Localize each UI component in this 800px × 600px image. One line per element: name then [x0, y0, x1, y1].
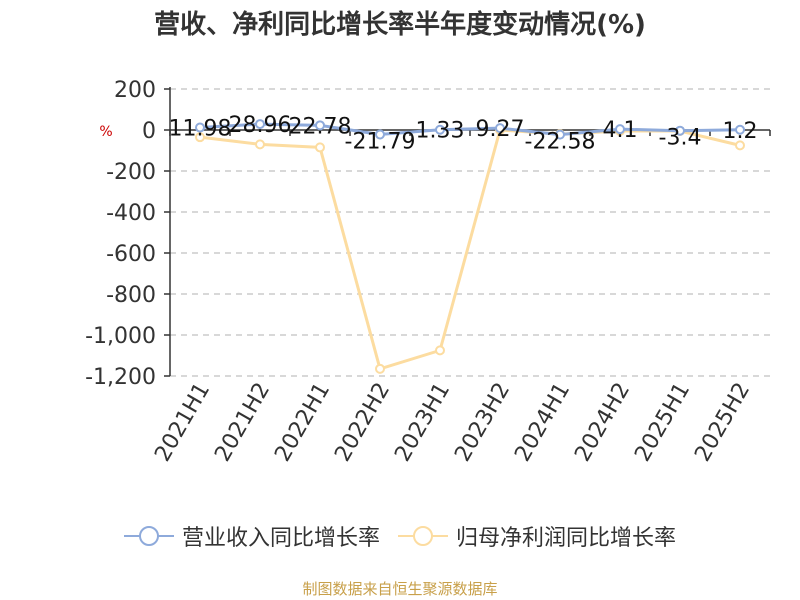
legend-net-profit-icon: [398, 526, 448, 546]
source-note: 制图数据来自恒生聚源数据库: [302, 580, 498, 598]
legend: 营业收入同比增长率 归母净利润同比增长率: [0, 518, 800, 554]
y-tick-label-0: 200: [114, 78, 156, 103]
data-label-5: 9.27: [476, 117, 525, 142]
x-tick-label-6: 2024H1: [510, 379, 575, 466]
series-line-1: [199, 128, 741, 371]
legend-revenue-label: 营业收入同比增长率: [181, 526, 380, 551]
series-1-point-2: [315, 142, 325, 153]
series-line-0: [199, 122, 741, 137]
y-tick-label-6: -1,000: [85, 324, 156, 349]
x-tick-label-5: 2023H2: [450, 379, 515, 466]
legend-revenue-icon: [123, 526, 174, 546]
data-label-7: 4.1: [603, 118, 638, 143]
y-axis-unit: %: [99, 124, 112, 140]
legend-net-profit-label: 归母净利润同比增长率: [456, 526, 677, 551]
data-label-2: 22.78: [289, 114, 352, 139]
data-label-3: -21.79: [345, 129, 416, 154]
x-tick-label-2: 2022H1: [270, 379, 335, 466]
data-label-8: -3.4: [659, 126, 702, 151]
series-0-point-4: [435, 124, 445, 135]
y-tick-label-1: 0: [142, 119, 156, 144]
series-1-point-1: [255, 139, 265, 150]
x-tick-label-8: 2025H1: [630, 379, 695, 466]
series-0-point-9: [735, 124, 745, 135]
series-0-point-5: [495, 123, 505, 134]
series-0-point-6: [555, 129, 565, 140]
series-0-point-8: [675, 125, 685, 136]
chart-title: 营收、净利同比增长率半年度变动情况(%): [154, 10, 646, 40]
y-tick-label-4: -600: [106, 242, 156, 267]
grid-lines: [170, 88, 770, 377]
legend-item-revenue[interactable]: 营业收入同比增长率: [123, 520, 380, 552]
x-tick-label-1: 2021H2: [210, 379, 275, 466]
y-tick-label-7: -1,200: [85, 365, 156, 390]
x-tick-label-4: 2023H1: [390, 379, 455, 466]
y-tick-label-5: -800: [106, 283, 156, 308]
series-0-point-2: [315, 120, 325, 131]
legend-revenue-marker: [138, 526, 159, 546]
y-tick-label-2: -200: [106, 160, 156, 185]
data-label-6: -22.58: [525, 130, 596, 155]
x-tick-label-3: 2022H2: [330, 379, 395, 466]
series-lines: [195, 119, 745, 374]
series-1-point-0: [195, 132, 205, 143]
data-label-4: 1.33: [416, 119, 465, 144]
data-label-0: 11.98: [169, 117, 232, 142]
series-1-point-9: [735, 140, 745, 151]
data-label-9: 1.2: [723, 119, 758, 144]
series-0-point-1: [255, 119, 265, 130]
series-0-point-0: [195, 122, 205, 133]
series-0-point-7: [615, 124, 625, 135]
x-tick-label-0: 2021H1: [150, 379, 215, 466]
legend-item-net-profit[interactable]: 归母净利润同比增长率: [398, 520, 676, 552]
y-tick-label-3: -400: [106, 201, 156, 226]
x-tick-label-9: 2025H2: [690, 379, 755, 466]
series-1-point-3: [375, 363, 385, 374]
legend-net-profit-marker: [413, 526, 433, 546]
x-tick-label-7: 2024H2: [570, 379, 635, 466]
series-1-point-4: [435, 345, 445, 356]
series-0-point-3: [375, 129, 385, 140]
data-label-1: 28.96: [229, 113, 292, 138]
